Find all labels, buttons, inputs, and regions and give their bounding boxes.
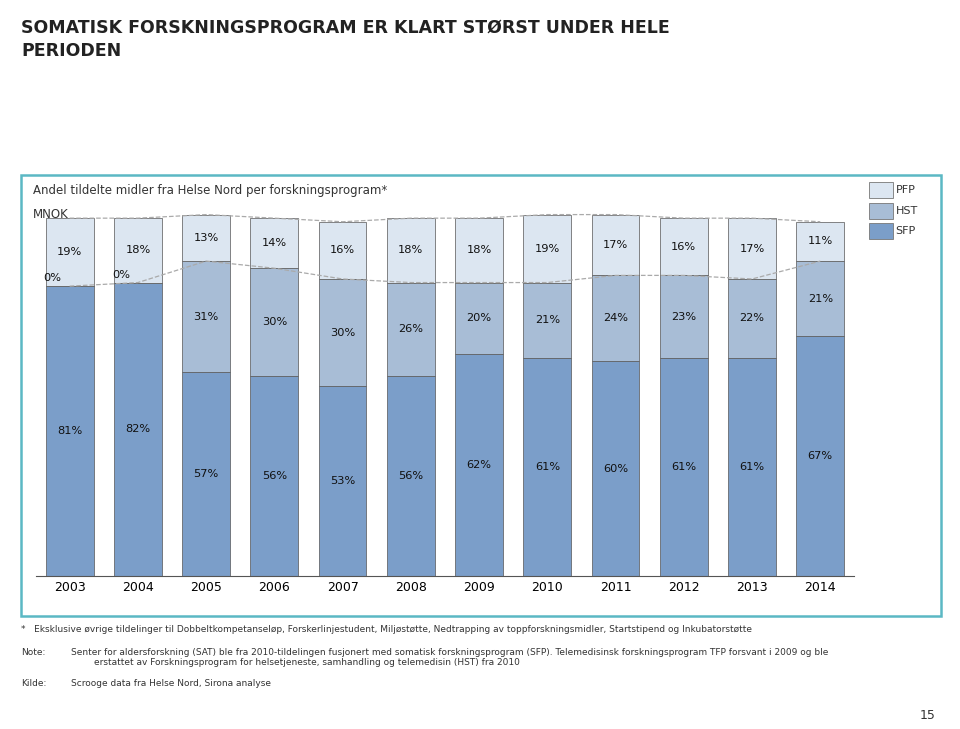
Bar: [114, 218, 162, 283]
Bar: [591, 214, 639, 276]
Text: SOMATISK FORSKNINGSPROGRAM ER KLART STØRST UNDER HELE
PERIODEN: SOMATISK FORSKNINGSPROGRAM ER KLART STØR…: [21, 18, 670, 60]
Bar: [660, 218, 708, 276]
Text: 0%: 0%: [112, 270, 130, 280]
Text: 62%: 62%: [467, 460, 492, 470]
Bar: [797, 261, 844, 336]
Text: 21%: 21%: [535, 315, 560, 325]
Bar: [523, 358, 571, 576]
Text: 81%: 81%: [57, 426, 83, 436]
Text: 26%: 26%: [398, 324, 423, 334]
Text: 67%: 67%: [807, 451, 833, 461]
Text: *   Eksklusive øvrige tildelinger til Dobbeltkompetanseløp, Forskerlinjestudent,: * Eksklusive øvrige tildelinger til Dobb…: [21, 625, 752, 634]
Text: 30%: 30%: [330, 327, 355, 338]
Text: MNOK: MNOK: [33, 208, 68, 221]
Bar: [728, 358, 776, 576]
Text: 18%: 18%: [467, 246, 492, 255]
Bar: [455, 283, 503, 354]
Text: 61%: 61%: [739, 461, 764, 472]
Text: HST: HST: [896, 206, 918, 216]
Text: 24%: 24%: [603, 313, 628, 324]
Text: Senter for aldersforskning (SAT) ble fra 2010-tildelingen fusjonert med somatisk: Senter for aldersforskning (SAT) ble fra…: [71, 648, 828, 668]
Bar: [387, 218, 435, 283]
Text: 23%: 23%: [671, 311, 696, 321]
Bar: [523, 214, 571, 283]
Bar: [182, 261, 230, 372]
Bar: [251, 268, 299, 375]
Text: Kilde:: Kilde:: [21, 679, 46, 688]
Bar: [523, 283, 571, 358]
Text: PFP: PFP: [896, 185, 916, 195]
Bar: [660, 276, 708, 358]
Text: 15: 15: [920, 709, 936, 722]
Bar: [728, 218, 776, 279]
Text: 19%: 19%: [57, 247, 83, 257]
Text: 60%: 60%: [603, 464, 628, 474]
Bar: [591, 362, 639, 576]
Bar: [182, 372, 230, 576]
Bar: [46, 286, 93, 576]
Bar: [251, 375, 299, 576]
Text: 53%: 53%: [330, 476, 355, 486]
Bar: [728, 279, 776, 358]
Bar: [319, 279, 367, 386]
Text: 61%: 61%: [535, 461, 560, 472]
Text: 56%: 56%: [398, 471, 423, 480]
Text: 14%: 14%: [262, 238, 287, 248]
Text: 16%: 16%: [671, 242, 696, 252]
Bar: [319, 222, 367, 279]
Text: 31%: 31%: [194, 311, 219, 321]
Bar: [660, 358, 708, 576]
Text: 0%: 0%: [44, 273, 61, 284]
Bar: [387, 375, 435, 576]
Text: 13%: 13%: [194, 233, 219, 243]
Text: 17%: 17%: [739, 243, 765, 254]
Bar: [797, 222, 844, 261]
Text: 20%: 20%: [467, 313, 492, 324]
Text: 82%: 82%: [126, 424, 151, 434]
Text: 18%: 18%: [398, 246, 423, 255]
Bar: [591, 276, 639, 362]
Bar: [319, 386, 367, 576]
Bar: [797, 336, 844, 576]
Text: 30%: 30%: [262, 317, 287, 327]
Text: 18%: 18%: [125, 246, 151, 255]
Text: 57%: 57%: [194, 469, 219, 479]
Text: 61%: 61%: [671, 461, 696, 472]
Text: 17%: 17%: [603, 240, 628, 250]
Bar: [114, 283, 162, 576]
Text: 56%: 56%: [262, 471, 287, 480]
Text: Note:: Note:: [21, 648, 45, 657]
Text: Scrooge data fra Helse Nord, Sirona analyse: Scrooge data fra Helse Nord, Sirona anal…: [71, 679, 271, 688]
Bar: [455, 218, 503, 283]
Bar: [251, 218, 299, 268]
Bar: [182, 214, 230, 261]
Bar: [46, 218, 93, 286]
Text: 21%: 21%: [807, 294, 833, 304]
Text: 22%: 22%: [739, 313, 764, 324]
Text: 19%: 19%: [535, 243, 560, 254]
Text: 16%: 16%: [330, 246, 355, 255]
Bar: [387, 283, 435, 375]
Text: SFP: SFP: [896, 226, 916, 236]
Bar: [455, 354, 503, 576]
Text: 11%: 11%: [807, 236, 833, 246]
Text: Andel tildelte midler fra Helse Nord per forskningsprogram*: Andel tildelte midler fra Helse Nord per…: [33, 184, 387, 197]
